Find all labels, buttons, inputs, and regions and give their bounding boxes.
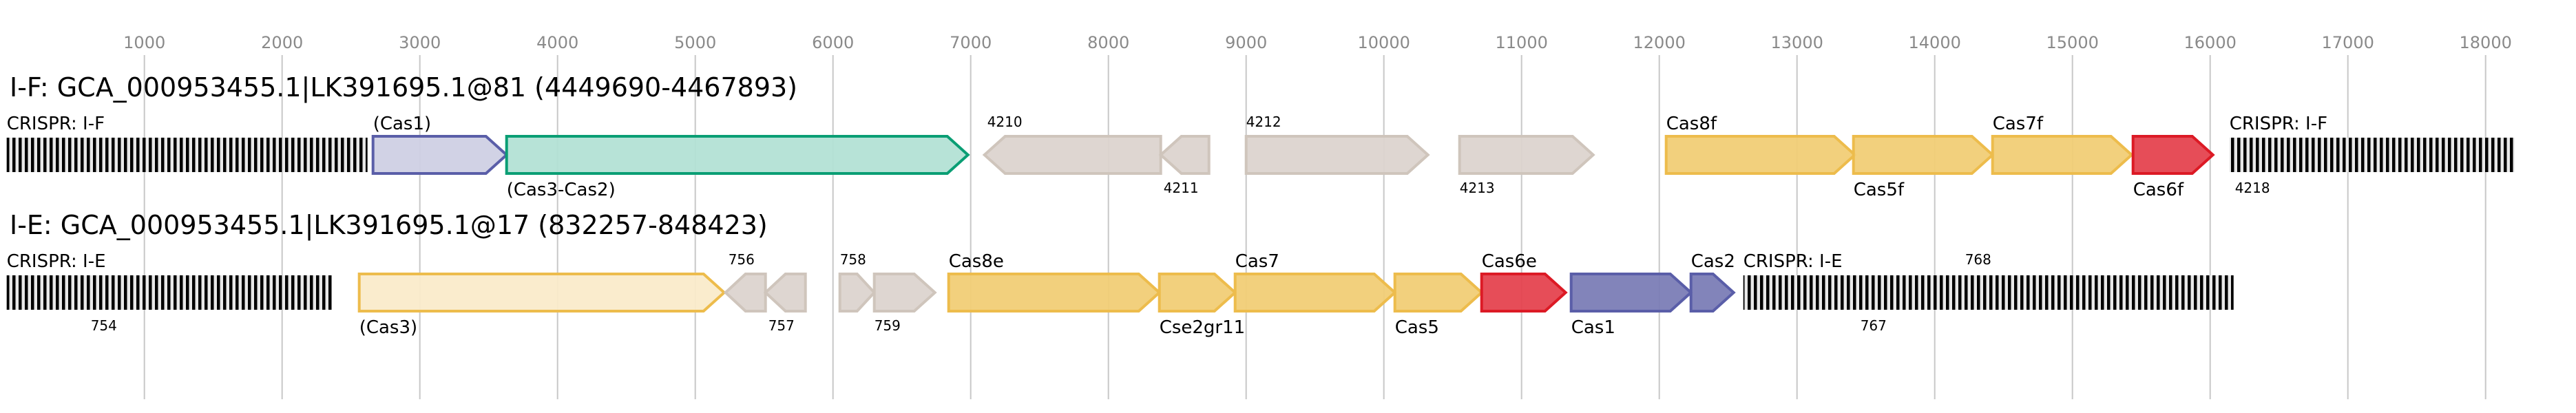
gene-arrow-cas7f	[1991, 135, 2134, 175]
feature-label: 758	[840, 251, 866, 268]
feature-label: (Cas1)	[373, 114, 431, 134]
gene-arrow-4211	[1158, 135, 1211, 175]
feature-label: 757	[768, 317, 795, 334]
tick-label: 3000	[399, 33, 441, 52]
feature-label: 4213	[1460, 180, 1495, 196]
feature-label: Cas7	[1235, 251, 1279, 272]
gene-arrow-4210	[982, 135, 1162, 175]
feature-label: 4218	[2235, 180, 2270, 196]
tick-label: 18000	[2460, 33, 2512, 52]
feature-label: 759	[875, 317, 901, 334]
locus-title-i-e: I-E: GCA_000953455.1|LK391695.1@17 (8322…	[10, 210, 768, 241]
crispr-array	[6, 275, 332, 310]
gene-arrow-cas3-cas2	[505, 135, 970, 175]
bp-axis: 1000 2000 3000 4000 5000 6000 7000 8000 9000 1000…	[123, 33, 2512, 399]
tick-label: 11000	[1496, 33, 1548, 52]
feature-label: 754	[91, 317, 117, 334]
feature-label: 768	[1965, 251, 1991, 268]
feature-label: Cas7f	[1993, 114, 2044, 134]
gene-arrow-757	[763, 273, 807, 313]
gene-arrow-cas2	[1689, 273, 1736, 313]
tick-label: 6000	[812, 33, 854, 52]
tick-label: 1000	[123, 33, 165, 52]
feature-label: CRISPR: I-E	[7, 251, 106, 272]
gene-arrow-cas8e	[947, 273, 1162, 313]
tick-label: 13000	[1771, 33, 1823, 52]
gene-arrow-cas3	[357, 273, 726, 313]
feature-label: CRISPR: I-F	[7, 114, 105, 134]
gene-arrow-cas6f	[2131, 135, 2215, 175]
gene-arrow-758	[838, 273, 877, 313]
feature-label: 4210	[987, 114, 1023, 130]
feature-label: Cas1	[1571, 317, 1615, 338]
tick-label: 9000	[1225, 33, 1267, 52]
tick-label: 17000	[2322, 33, 2374, 52]
gene-arrow-cas7	[1233, 273, 1397, 313]
tick-label: 2000	[261, 33, 303, 52]
locus-track-i-f: CRISPR: I-F (Cas1) (Cas3-Cas2) 4210 4211 4212…	[6, 114, 2515, 200]
feature-label: CRISPR: I-F	[2230, 114, 2327, 134]
gene-arrow-4212	[1244, 135, 1430, 175]
feature-label: (Cas3)	[359, 317, 417, 338]
gene-arrow-4213	[1458, 135, 1595, 175]
feature-label: Cse2gr11	[1160, 317, 1246, 338]
gene-arrow-cas1	[1569, 273, 1693, 313]
tick-label: 7000	[950, 33, 992, 52]
crispr-array	[2229, 138, 2515, 172]
gene-arrow-759	[872, 273, 937, 313]
crispr-array	[6, 138, 368, 172]
gene-arrow-cas5	[1393, 273, 1484, 313]
feature-label: 4211	[1164, 180, 1199, 196]
tick-label: 16000	[2184, 33, 2237, 52]
feature-label: (Cas3-Cas2)	[507, 180, 616, 200]
feature-label: 4212	[1246, 114, 1281, 130]
tick-label: 10000	[1358, 33, 1410, 52]
crispr-array	[1743, 275, 2234, 310]
gene-arrow-756	[723, 273, 767, 313]
feature-label: 756	[729, 251, 755, 268]
tick-label: 15000	[2046, 33, 2099, 52]
gene-arrow-cas6e	[1480, 273, 1568, 313]
feature-label: Cas8f	[1666, 114, 1717, 134]
feature-label: Cas6f	[2133, 180, 2184, 200]
tick-label: 8000	[1087, 33, 1129, 52]
gene-arrow-cse2gr11	[1158, 273, 1237, 313]
gene-arrow-cas5f	[1852, 135, 1995, 175]
feature-label: 767	[1861, 317, 1887, 334]
locus-title-i-f: I-F: GCA_000953455.1|LK391695.1@81 (4449…	[10, 72, 797, 103]
feature-label: CRISPR: I-E	[1743, 251, 1843, 272]
feature-label: Cas2	[1691, 251, 1735, 272]
locus-track-i-e: CRISPR: I-E (Cas3) 756 757 758 759 Cas8e Cse2gr…	[6, 251, 2234, 338]
feature-label: Cas5f	[1854, 180, 1905, 200]
gene-arrow-cas8f	[1664, 135, 1857, 175]
feature-label: Cas8e	[949, 251, 1004, 272]
tick-label: 14000	[1909, 33, 1961, 52]
feature-label: Cas6e	[1482, 251, 1537, 272]
tick-label: 4000	[536, 33, 578, 52]
feature-label: Cas5	[1395, 317, 1439, 338]
tick-label: 5000	[674, 33, 716, 52]
gene-arrow-cas1	[371, 135, 509, 175]
tick-label: 12000	[1633, 33, 1686, 52]
